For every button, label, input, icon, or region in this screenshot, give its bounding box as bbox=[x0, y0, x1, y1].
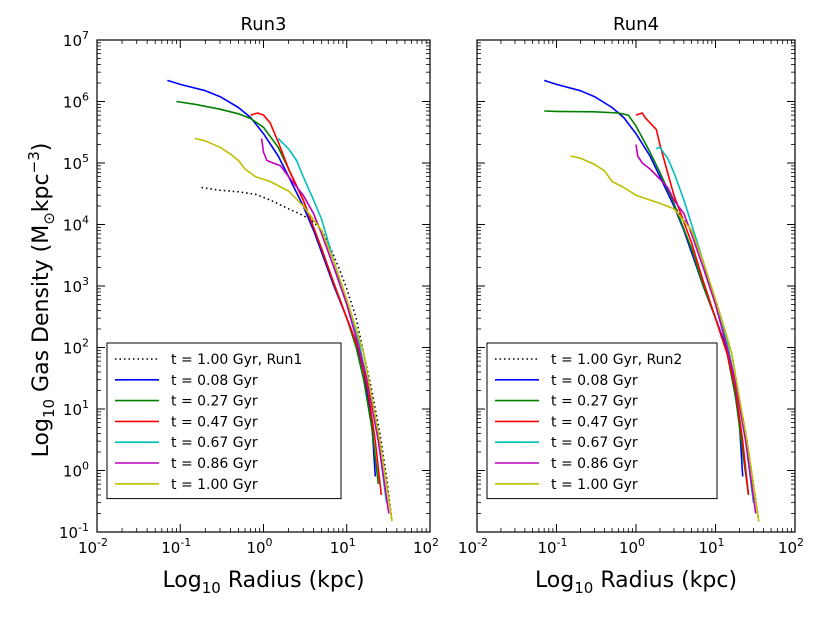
y-axis-label-close: ) bbox=[29, 143, 54, 152]
y-tick-label: 101 bbox=[63, 398, 89, 419]
legend-label: t = 0.67 Gyr bbox=[551, 435, 638, 451]
y-axis-label-unit: kpc bbox=[29, 173, 54, 212]
y-tick-label: 103 bbox=[63, 275, 89, 296]
legend-label: t = 1.00 Gyr bbox=[171, 477, 258, 493]
legend-label: t = 0.67 Gyr bbox=[171, 435, 258, 451]
series-line-2 bbox=[544, 110, 750, 496]
svg-text:Log10 Gas Density (M⊙kpc−3): Log10 Gas Density (M⊙kpc−3) bbox=[25, 143, 58, 458]
legend-label: t = 0.27 Gyr bbox=[551, 394, 638, 410]
x-tick-label: 102 bbox=[778, 536, 804, 557]
y-tick-label: 104 bbox=[63, 214, 89, 235]
x-tick-label: 101 bbox=[330, 536, 356, 557]
x-tick-label: 10-1 bbox=[537, 536, 567, 557]
y-tick-label: 102 bbox=[63, 337, 89, 358]
legend-label: t = 0.86 Gyr bbox=[551, 456, 638, 472]
y-tick-label: 107 bbox=[63, 29, 89, 50]
y-tick-label: 105 bbox=[63, 152, 89, 173]
panel-run3: 10-2 10-1 100 101 10210-11001011021031041051… bbox=[59, 14, 439, 597]
series-line-3 bbox=[250, 112, 383, 496]
series-group bbox=[167, 79, 393, 522]
legend-label: t = 0.08 Gyr bbox=[551, 373, 638, 389]
series-line-6 bbox=[570, 155, 760, 522]
x-tick-label: 10-1 bbox=[161, 536, 191, 557]
y-axis-label-sun: ⊙ bbox=[40, 212, 58, 225]
series-line-5 bbox=[260, 138, 390, 514]
legend-label: t = 1.00 Gyr bbox=[551, 477, 638, 493]
y-axis-label-log: Log bbox=[29, 418, 54, 457]
series-line-3 bbox=[635, 112, 750, 496]
series-line-0 bbox=[201, 186, 393, 522]
legend: t = 1.00 Gyr, Run1 t = 0.08 Gyr t = 0.27 G… bbox=[106, 342, 342, 500]
legend-label: t = 0.47 Gyr bbox=[551, 414, 638, 430]
legend-label: t = 0.86 Gyr bbox=[171, 456, 258, 472]
legend-label: t = 0.08 Gyr bbox=[171, 373, 258, 389]
series-group bbox=[543, 79, 760, 522]
x-tick-label: 102 bbox=[413, 536, 439, 557]
y-axis-label-sub: 10 bbox=[40, 399, 58, 418]
x-axis-label: Log10 Radius (kpc) bbox=[162, 568, 364, 597]
y-tick-label: 106 bbox=[63, 91, 89, 112]
y-axis-label-exp: −3 bbox=[25, 151, 43, 173]
legend-label: t = 0.27 Gyr bbox=[171, 394, 258, 410]
legend-label: t = 0.47 Gyr bbox=[171, 414, 258, 430]
x-axis-label: Log10 Radius (kpc) bbox=[535, 568, 737, 597]
x-tick-label: 100 bbox=[246, 536, 272, 557]
chart-title: Run4 bbox=[613, 14, 659, 35]
series-line-5 bbox=[635, 144, 757, 514]
x-tick-label: 100 bbox=[619, 536, 645, 557]
x-tick-label: 10-2 bbox=[78, 536, 108, 557]
chart-title: Run3 bbox=[241, 14, 287, 35]
y-axis-label-text: Gas Density (M bbox=[29, 225, 54, 399]
y-tick-label: 100 bbox=[63, 460, 89, 481]
x-tick-label: 10-2 bbox=[458, 536, 488, 557]
x-tick-label: 101 bbox=[698, 536, 724, 557]
legend-label: t = 1.00 Gyr, Run2 bbox=[551, 352, 682, 368]
series-line-6 bbox=[194, 137, 393, 522]
y-tick-label: 10-1 bbox=[59, 521, 89, 542]
panel-run4: 10-2 10-1 100 101 102 Run4 Log10 Radius (kpc) t… bbox=[458, 14, 804, 597]
legend: t = 1.00 Gyr, Run2 t = 0.08 Gyr t = 0.27 G… bbox=[486, 342, 718, 500]
y-axis-label: Log10 Gas Density (M⊙kpc−3) bbox=[25, 143, 58, 458]
legend-label: t = 1.00 Gyr, Run1 bbox=[171, 352, 302, 368]
